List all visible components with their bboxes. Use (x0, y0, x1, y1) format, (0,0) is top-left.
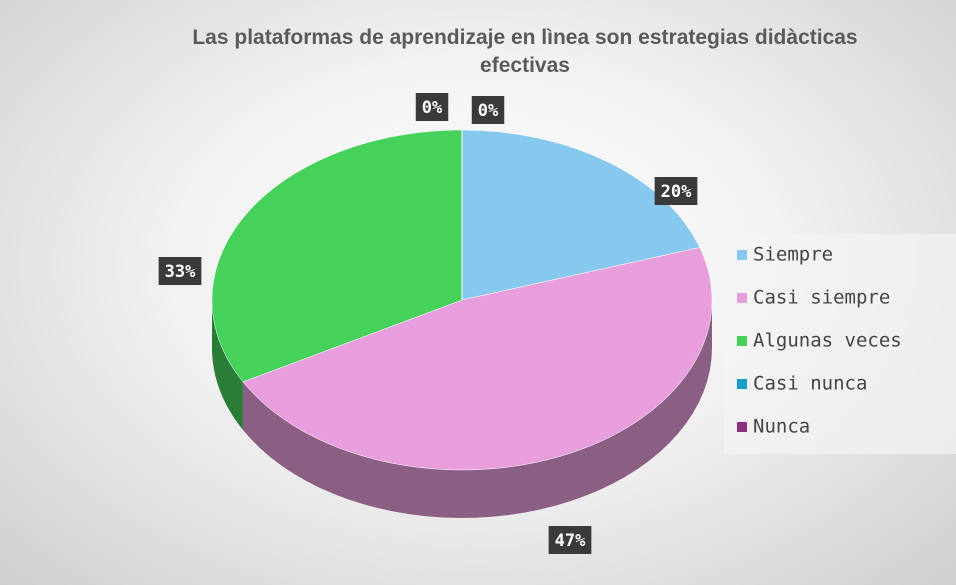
legend-label: Nunca (753, 416, 810, 438)
data-label-text: 0% (422, 98, 443, 118)
legend-label: Casi siempre (753, 287, 890, 309)
legend-label: Algunas veces (753, 330, 902, 352)
data-label-text: 20% (661, 182, 692, 202)
legend-box (724, 234, 956, 454)
legend-label: Siempre (753, 244, 833, 266)
data-label-box (471, 96, 505, 124)
legend-label: Casi nunca (753, 373, 867, 395)
slice-side (242, 300, 712, 518)
data-label-text: 33% (165, 262, 196, 282)
legend-swatch (737, 379, 747, 389)
data-label-box (654, 177, 698, 205)
data-label: 47% (548, 526, 592, 554)
data-label: 0% (415, 93, 449, 121)
slice (461, 129, 701, 301)
data-label: 20% (654, 177, 698, 205)
data-label-text: 0% (478, 101, 499, 121)
slice-side (212, 300, 243, 430)
data-label-box (415, 93, 449, 121)
data-label-text: 47% (555, 531, 586, 551)
slice (242, 247, 713, 471)
slice (211, 129, 463, 383)
legend-swatch (737, 336, 747, 346)
chart-title: Las plataformas de aprendizaje en lìnea … (192, 26, 858, 77)
legend-swatch (737, 293, 747, 303)
data-label-box (548, 526, 592, 554)
data-label: 33% (158, 257, 202, 285)
data-label: 0% (471, 96, 505, 124)
legend-swatch (737, 250, 747, 260)
legend-swatch (737, 422, 747, 432)
data-label-box (158, 257, 202, 285)
pie-sides (212, 300, 712, 518)
